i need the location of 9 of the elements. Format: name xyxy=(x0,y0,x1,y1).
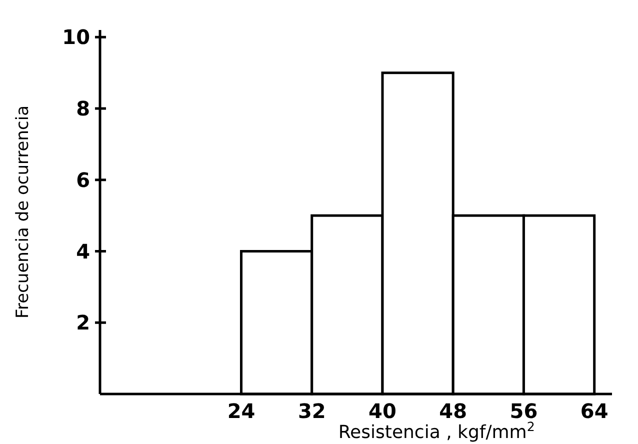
y-tick-label: 10 xyxy=(62,25,90,50)
y-tick-label: 2 xyxy=(76,310,90,335)
x-tick-label: 64 xyxy=(580,399,608,423)
x-tick-label: 32 xyxy=(298,399,326,423)
y-axis-title: Frecuencia de ocurrencia xyxy=(13,105,33,319)
x-tick-label: 24 xyxy=(227,399,256,423)
y-tick-label: 6 xyxy=(76,168,90,192)
y-tick-label: 4 xyxy=(76,239,90,264)
y-tick-label: 8 xyxy=(76,96,90,121)
